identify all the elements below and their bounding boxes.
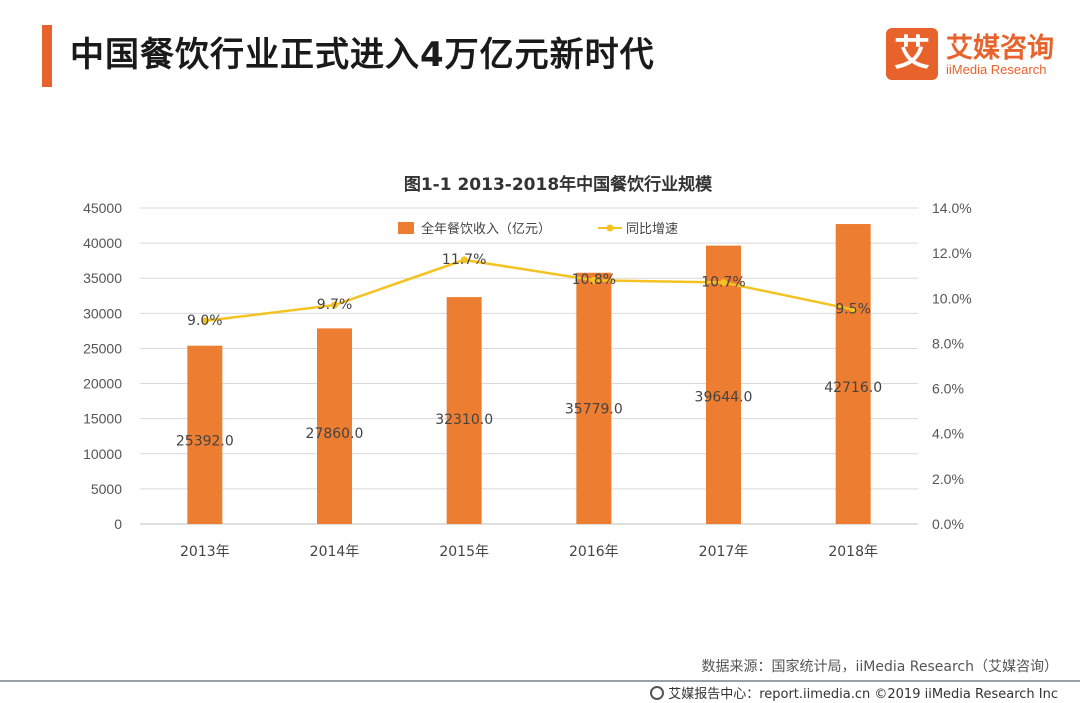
bar-value-label: 25392.0	[176, 434, 234, 450]
y-right-tick-label: 0.0%	[932, 516, 964, 532]
growth-rate-label: 11.7%	[442, 252, 486, 268]
y-left-tick-label: 45000	[83, 200, 122, 216]
page-title: 中国餐饮行业正式进入4万亿元新时代	[70, 35, 655, 75]
y-left-tick-label: 30000	[83, 305, 122, 321]
y-right-tick-label: 2.0%	[932, 471, 964, 487]
growth-rate-point	[331, 301, 338, 309]
y-left-tick-label: 20000	[83, 376, 122, 392]
growth-rate-label: 10.8%	[572, 272, 616, 288]
footer-divider	[0, 680, 1080, 682]
growth-rate-label: 10.7%	[701, 274, 745, 290]
growth-rate-point	[849, 306, 857, 314]
y-left-tick-label: 10000	[83, 446, 122, 462]
x-tick-label: 2014年	[310, 544, 360, 560]
logo-english-name: iiMedia Research	[946, 62, 1047, 77]
bar	[576, 272, 612, 524]
growth-rate-label: 9.7%	[317, 297, 353, 313]
bar	[706, 245, 741, 524]
y-left-tick-label: 5000	[91, 481, 122, 497]
y-right-tick-label: 6.0%	[932, 381, 964, 397]
x-tick-label: 2017年	[699, 544, 749, 560]
y-right-tick-label: 12.0%	[932, 245, 972, 261]
y-right-tick-label: 8.0%	[932, 335, 964, 351]
x-tick-label: 2018年	[828, 544, 878, 560]
y-left-tick-label: 25000	[83, 340, 122, 356]
footer-copyright-text: 艾媒报告中心：report.iimedia.cn ©2019 iiMedia R…	[668, 687, 1058, 702]
growth-rate-point	[201, 317, 209, 325]
bar	[187, 345, 223, 524]
legend-bar-label: 全年餐饮收入（亿元）	[421, 221, 551, 237]
bar-value-label: 32310.0	[435, 412, 493, 428]
data-source: 数据来源：国家统计局，iiMedia Research（艾媒咨询）	[701, 659, 1059, 675]
growth-rate-label: 9.5%	[835, 302, 871, 318]
legend-line-label: 同比增速	[626, 222, 678, 237]
y-left-tick-label: 35000	[83, 270, 122, 286]
logo-mark: 艾	[886, 28, 938, 80]
brand-logo: 艾 艾媒咨询 iiMedia Research	[886, 26, 1066, 86]
legend-bar-swatch	[398, 222, 414, 234]
logo-chinese-name: 艾媒咨询	[946, 33, 1054, 64]
bar	[446, 297, 482, 524]
y-right-tick-label: 14.0%	[932, 200, 972, 216]
bar-value-label: 39644.0	[695, 390, 753, 406]
y-right-tick-label: 4.0%	[932, 426, 964, 442]
legend-line-marker	[606, 224, 614, 232]
footer-copyright: 艾媒报告中心：report.iimedia.cn ©2019 iiMedia R…	[650, 683, 1058, 702]
growth-rate-line	[204, 258, 854, 323]
growth-rate-point	[720, 278, 727, 286]
y-left-tick-label: 15000	[83, 411, 122, 427]
x-tick-label: 2015年	[439, 544, 489, 560]
growth-rate-label: 9.0%	[187, 313, 223, 329]
y-left-tick-label: 0	[114, 516, 122, 532]
bar-value-label: 42716.0	[824, 380, 882, 396]
report-center-icon	[650, 686, 665, 700]
bar-value-label: 35779.0	[565, 401, 623, 417]
title-accent-bar	[42, 25, 52, 87]
bar-value-label: 27860.0	[306, 426, 364, 442]
y-left-tick-label: 40000	[83, 235, 122, 251]
growth-rate-point	[460, 256, 468, 264]
x-tick-label: 2016年	[569, 544, 619, 560]
chart-title: 图1-1 2013-2018年中国餐饮行业规模	[404, 174, 713, 195]
y-right-tick-label: 10.0%	[932, 290, 972, 306]
bar	[835, 224, 871, 524]
growth-rate-point	[590, 276, 598, 284]
x-tick-label: 2013年	[180, 544, 230, 560]
bar	[317, 328, 352, 524]
